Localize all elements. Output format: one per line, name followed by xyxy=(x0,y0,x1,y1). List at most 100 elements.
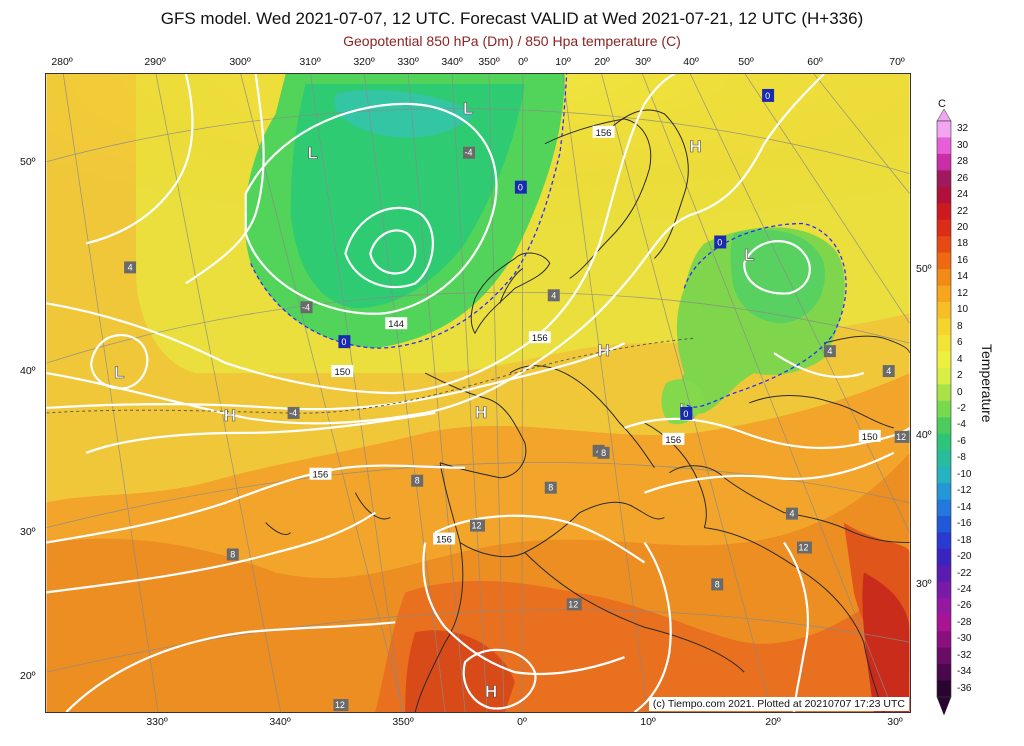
lon-label: 20º xyxy=(594,56,610,68)
lon-label: 350º xyxy=(478,56,500,68)
lon-label: 20º xyxy=(765,716,781,728)
temp-label: 8 xyxy=(415,476,420,486)
colorbar-tick-label: 28 xyxy=(957,156,969,168)
colorbar-tick-label: -34 xyxy=(957,666,972,678)
colorbar-swatch xyxy=(937,203,951,221)
colorbar-tick-label: 20 xyxy=(957,221,969,233)
colorbar-tick-label: -14 xyxy=(957,501,972,513)
colorbar-swatch xyxy=(937,318,951,336)
colorbar-swatch xyxy=(937,219,951,237)
lat-label: 40º xyxy=(20,365,36,377)
temp-label: -4 xyxy=(465,148,473,158)
colorbar-swatch xyxy=(937,450,951,468)
low-center: L xyxy=(308,144,318,163)
isohypse-label: 144 xyxy=(388,319,404,330)
isohypse-label: 156 xyxy=(532,333,548,344)
chart-title: GFS model. Wed 2021-07-07, 12 UTC. Forec… xyxy=(160,9,864,28)
colorbar-tick-label: -2 xyxy=(957,403,966,414)
colorbar-tick-label: 14 xyxy=(957,271,969,283)
credit-note: (c) Tiempo.com 2021. Plotted at 20210707… xyxy=(648,697,909,711)
colorbar-swatch xyxy=(937,400,951,418)
colorbar-swatch xyxy=(937,186,951,204)
colorbar-tick-label: -26 xyxy=(957,600,972,612)
temp-label: 4 xyxy=(128,262,133,272)
temp-label: 0 xyxy=(341,337,346,347)
lon-label: 60º xyxy=(807,56,823,68)
colorbar-tick-label: 12 xyxy=(957,287,969,299)
temp-label: 8 xyxy=(601,448,606,458)
colorbar-tick-label: 4 xyxy=(957,353,963,365)
lon-label: 10º xyxy=(640,716,656,728)
lon-label: 30º xyxy=(887,716,903,728)
lon-label: 290º xyxy=(144,56,166,68)
isotherm-4c xyxy=(46,337,695,414)
colorbar-title: Temperature xyxy=(979,344,995,423)
colorbar-tick-label: 8 xyxy=(957,320,963,332)
temp-label: 12 xyxy=(472,521,482,531)
temp-label: 0 xyxy=(683,409,688,419)
isohypse-label: 156 xyxy=(313,470,329,481)
colorbar-tick-label: 18 xyxy=(957,238,969,250)
temp-label: 12 xyxy=(798,543,808,553)
colorbar-swatch xyxy=(937,153,951,171)
colorbar-tick-label: 2 xyxy=(957,370,963,382)
isohypse-labels: 144 150 156 156 156 156 150 156 xyxy=(309,125,881,546)
colorbar-tick-label: -12 xyxy=(957,485,972,497)
colorbar-arrow-top xyxy=(936,109,952,122)
colorbar-unit: C xyxy=(938,98,946,110)
colorbar-swatch xyxy=(937,680,951,698)
lon-label: 0º xyxy=(518,56,528,68)
colorbar-swatch xyxy=(937,285,951,303)
lon-label: 40º xyxy=(683,56,699,68)
colorbar-swatch xyxy=(937,483,951,501)
colorbar-arrow-bottom xyxy=(936,696,952,715)
chart-subtitle: Geopotential 850 hPa (Dm) / 850 Hpa temp… xyxy=(343,33,681,49)
lat-label: 50º xyxy=(20,156,36,168)
temp-label: 4 xyxy=(551,290,556,300)
colorbar-swatch xyxy=(937,631,951,649)
temp-label: 4 xyxy=(886,366,891,376)
colorbar-swatch xyxy=(937,466,951,484)
colorbar-tick-label: 32 xyxy=(957,123,969,135)
lon-label: 70º xyxy=(889,56,905,68)
lat-label: 20º xyxy=(20,670,36,682)
colorbar-swatch xyxy=(937,499,951,517)
lon-label: 330º xyxy=(146,716,168,728)
temp-label: -4 xyxy=(289,408,297,418)
colorbar-tick-label: 22 xyxy=(957,205,969,217)
lon-label: 280º xyxy=(51,56,73,68)
colorbar-swatch xyxy=(937,664,951,682)
lon-label: 350º xyxy=(392,716,414,728)
colorbar-swatch xyxy=(937,515,951,533)
colorbar-tick-label: 6 xyxy=(957,337,963,349)
temp-label: 4 xyxy=(827,346,832,356)
high-center: H xyxy=(485,682,497,701)
colorbar-swatch xyxy=(937,598,951,616)
lat-label: 40º xyxy=(916,429,932,441)
colorbar xyxy=(936,109,952,715)
colorbar-tick-label: -36 xyxy=(957,682,972,694)
lon-label: 0º xyxy=(517,716,527,728)
forecast-map: L L L H H H H L L H 144 150 156 156 156 … xyxy=(45,73,911,713)
lon-label: 50º xyxy=(738,56,754,68)
colorbar-swatch xyxy=(937,170,951,188)
colorbar-tick-label: -10 xyxy=(957,468,972,480)
isohypses xyxy=(46,74,910,712)
colorbar-tick-label: -30 xyxy=(957,633,972,645)
colorbar-swatch xyxy=(937,581,951,599)
lat-label: 30º xyxy=(20,526,36,538)
lon-label: 300º xyxy=(229,56,251,68)
colorbar-tick-label: -20 xyxy=(957,551,972,563)
isohypse-label: 150 xyxy=(334,367,350,378)
colorbar-tick-label: -8 xyxy=(957,452,966,464)
isohypse-label: 156 xyxy=(596,128,612,139)
isohypse-label: 156 xyxy=(436,535,452,546)
temp-label: 8 xyxy=(548,483,553,493)
temp-label: 0 xyxy=(765,91,770,101)
lat-label: 30º xyxy=(916,578,932,590)
colorbar-tick-label: -4 xyxy=(957,419,966,431)
colorbar-tick-label: 24 xyxy=(957,189,969,201)
colorbar-tick-label: 16 xyxy=(957,254,969,266)
lat-label: 50º xyxy=(916,263,932,275)
colorbar-swatch xyxy=(937,351,951,369)
